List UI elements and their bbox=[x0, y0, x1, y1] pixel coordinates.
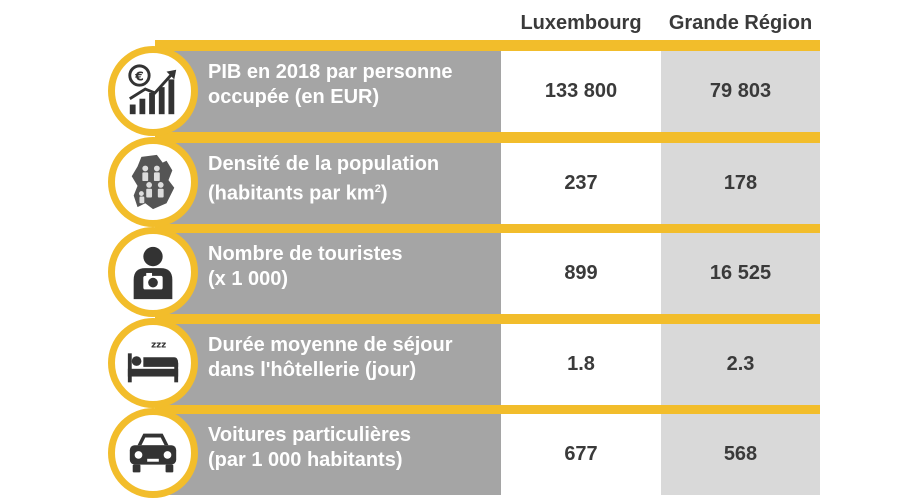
separator-stripe bbox=[155, 132, 820, 143]
row-label-line2: occupée (en EUR) bbox=[208, 86, 380, 108]
table-row-touristes: Nombre de touristes (x 1 000) 899 16 525 bbox=[0, 233, 900, 314]
value-luxembourg: 237 bbox=[501, 143, 661, 224]
sleeping-bed-icon: zzz bbox=[108, 318, 198, 408]
separator-stripe bbox=[155, 313, 820, 324]
table-row-sejour: Durée moyenne de séjour dans l'hôtelleri… bbox=[0, 324, 900, 405]
row-label-line1: Durée moyenne de séjour bbox=[208, 334, 453, 356]
row-label-cell: Densité de la population (habitants par … bbox=[155, 143, 501, 224]
value-luxembourg: 677 bbox=[501, 414, 661, 495]
svg-text:zzz: zzz bbox=[151, 341, 166, 351]
separator-stripe bbox=[155, 40, 820, 51]
separator-stripe bbox=[155, 222, 820, 233]
value-luxembourg: 133 800 bbox=[501, 51, 661, 132]
column-header-luxembourg: Luxembourg bbox=[520, 12, 642, 34]
separator-stripe bbox=[155, 403, 820, 414]
value-grande-region: 79 803 bbox=[661, 51, 820, 132]
row-label-line1: Nombre de touristes bbox=[208, 243, 403, 265]
value-grande-region: 178 bbox=[661, 143, 820, 224]
value-grande-region: 16 525 bbox=[661, 233, 820, 314]
row-label-line2: (x 1 000) bbox=[208, 268, 289, 290]
row-label-line2: (habitants par km2) bbox=[208, 182, 388, 205]
row-label-cell: PIB en 2018 par personne occupée (en EUR… bbox=[155, 51, 501, 132]
row-label-line1: PIB en 2018 par personne bbox=[208, 61, 453, 83]
table-row-densite: Densité de la population (habitants par … bbox=[0, 143, 900, 224]
tourist-camera-icon bbox=[108, 227, 198, 317]
population-map-icon bbox=[108, 137, 198, 227]
row-label-cell: Durée moyenne de séjour dans l'hôtelleri… bbox=[155, 324, 501, 405]
row-label-line1: Densité de la population bbox=[208, 153, 440, 175]
value-grande-region: 2.3 bbox=[661, 324, 820, 405]
row-label-cell: Voitures particulières (par 1 000 habita… bbox=[155, 414, 501, 495]
car-icon bbox=[108, 408, 198, 498]
row-label-line1: Voitures particulières bbox=[208, 424, 412, 446]
column-header-grande-region: Grande Région bbox=[668, 12, 813, 34]
value-luxembourg: 899 bbox=[501, 233, 661, 314]
euro-growth-chart-icon: € bbox=[108, 46, 198, 136]
table-row-voitures: Voitures particulières (par 1 000 habita… bbox=[0, 414, 900, 495]
svg-text:€: € bbox=[134, 68, 144, 83]
row-label-cell: Nombre de touristes (x 1 000) bbox=[155, 233, 501, 314]
row-label-line2: dans l'hôtellerie (jour) bbox=[208, 359, 417, 381]
row-label-line2: (par 1 000 habitants) bbox=[208, 449, 403, 471]
value-grande-region: 568 bbox=[661, 414, 820, 495]
table-row-pib: PIB en 2018 par personne occupée (en EUR… bbox=[0, 51, 900, 132]
value-luxembourg: 1.8 bbox=[501, 324, 661, 405]
